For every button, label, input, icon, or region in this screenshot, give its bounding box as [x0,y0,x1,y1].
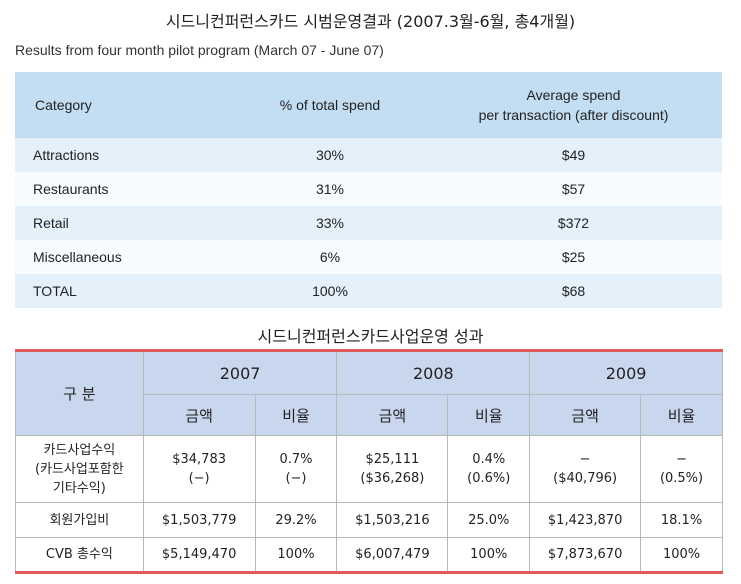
ratio-cell: 100% [640,537,723,573]
subheader-row: 금액 비율 금액 비율 금액 비율 [16,394,723,436]
row-label-line: 기타수익) [52,480,106,496]
table-row: 카드사업수익 (카드사업포함한 기타수익) $34,783 (−) 0.7% (… [15,435,723,503]
ratio-cell: 29.2% [254,502,338,538]
year-header-row: 구 분 2007 2008 2009 [15,350,723,436]
amount-header: 금액 [529,394,642,436]
header-average-line1: Average spend [526,87,621,103]
percent-cell: 30% [235,138,425,172]
row-label: CVB 총수익 [15,537,144,573]
average-cell: $57 [425,172,722,206]
header-category: Category [15,72,235,138]
average-cell: $25 [425,240,722,274]
ratio-header: 비율 [254,394,338,436]
row-label-line: (카드사업포함한 [34,461,124,477]
ratio-header: 비율 [640,394,723,436]
value-line: $25,111 [365,452,420,467]
table-row: Attractions 30% $49 [15,138,722,172]
ratio-header: 비율 [447,394,531,436]
average-cell: $68 [425,274,722,308]
amount-cell: $34,783 (−) [142,435,256,503]
percent-cell: 33% [235,206,425,240]
ratio-cell: 18.1% [640,502,723,538]
business-results-title: 시드니컨퍼런스카드사업운영 성과 [257,327,484,346]
value-line: 0.7% [279,452,313,467]
header-average-line2: per transaction (after discount) [478,107,669,123]
category-cell: Attractions [15,138,235,172]
amount-cell: $1,503,216 [336,502,449,538]
korean-title: 시드니컨퍼런스카드 시범운영결과 (2007.3월-6월, 총4개월) [165,12,576,31]
value-line: (0.5%) [659,471,704,486]
header-average-spend: Average spend per transaction (after dis… [425,72,722,138]
table-row: Retail 33% $372 [15,206,722,240]
amount-cell: − ($40,796) [529,435,642,503]
row-label: 카드사업수익 (카드사업포함한 기타수익) [15,435,144,503]
value-line: 0.4% [472,452,506,467]
amount-cell: $1,503,779 [142,502,256,538]
category-cell: Miscellaneous [15,240,235,274]
table-row: Restaurants 31% $57 [15,172,722,206]
ratio-cell: 100% [447,537,531,573]
amount-cell: $25,111 ($36,268) [336,435,449,503]
value-line: (0.6%) [467,471,511,486]
amount-cell: $6,007,479 [336,537,449,573]
amount-cell: $5,149,470 [142,537,256,573]
ratio-cell: 0.4% (0.6%) [447,435,531,503]
average-cell: $372 [425,206,722,240]
percent-cell: 100% [235,274,425,308]
year-header: 2009 [529,350,723,395]
ratio-cell: 0.7% (−) [254,435,338,503]
amount-cell: $7,873,670 [529,537,642,573]
pilot-table-header: Category % of total spend Average spend … [15,72,722,138]
row-label: 회원가입비 [15,502,144,538]
row-label-line: 카드사업수익 [43,442,116,458]
ratio-cell: 100% [254,537,338,573]
table-row-total: TOTAL 100% $68 [15,274,722,308]
value-line: (−) [285,471,307,486]
pilot-results-table: Category % of total spend Average spend … [15,72,722,308]
header-percent: % of total spend [235,72,425,138]
amount-cell: $1,423,870 [529,502,642,538]
english-subtitle: Results from four month pilot program (M… [15,42,384,58]
value-line: $34,783 [172,452,226,467]
year-header: 2007 [142,350,338,395]
table-row: Miscellaneous 6% $25 [15,240,722,274]
business-results-table: 구 분 2007 2008 2009 금액 비율 금액 비율 금액 비율 카드사… [15,349,723,574]
amount-header: 금액 [142,394,256,436]
amount-header: 금액 [336,394,449,436]
value-line: (−) [188,471,210,486]
table-row: CVB 총수익 $5,149,470 100% $6,007,479 100% … [15,537,723,573]
category-cell: Restaurants [15,172,235,206]
category-cell: Retail [15,206,235,240]
value-line: ($40,796) [553,471,618,486]
percent-cell: 31% [235,172,425,206]
category-cell: TOTAL [15,274,235,308]
average-cell: $49 [425,138,722,172]
value-line: − [579,452,591,467]
percent-cell: 6% [235,240,425,274]
table-row: 회원가입비 $1,503,779 29.2% $1,503,216 25.0% … [15,502,723,538]
value-line: ($36,268) [360,471,425,486]
ratio-cell: − (0.5%) [640,435,723,503]
ratio-cell: 25.0% [447,502,531,538]
category-header: 구 분 [15,350,144,436]
year-header: 2008 [336,350,531,395]
value-line: − [676,452,687,467]
